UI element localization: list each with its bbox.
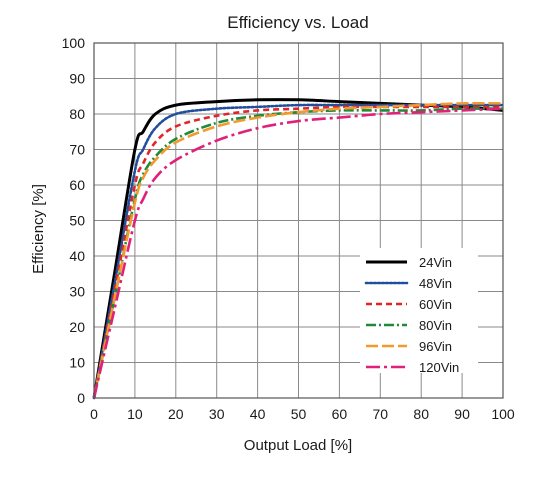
y-tick-label: 20 (69, 319, 85, 335)
x-axis-label: Output Load [%] (244, 437, 352, 454)
x-tick-label: 40 (250, 406, 266, 422)
chart-title: Efficiency vs. Load (227, 13, 368, 32)
y-tick-label: 100 (62, 35, 86, 51)
legend-label-48vin: 48Vin (419, 276, 452, 291)
series-line-120vin (92, 107, 504, 399)
y-axis-label: Efficiency [%] (30, 184, 47, 274)
x-tick-label: 80 (413, 406, 429, 422)
x-tick-label: 20 (168, 406, 184, 422)
x-tick-label: 10 (127, 406, 143, 422)
x-tick-label: 100 (491, 406, 515, 422)
legend-label-24vin: 24Vin (419, 255, 452, 270)
y-tick-label: 70 (69, 142, 85, 158)
x-tick-label: 30 (209, 406, 225, 422)
x-tick-label: 60 (332, 406, 348, 422)
x-tick-label: 70 (373, 406, 389, 422)
y-tick-label: 0 (77, 390, 85, 406)
legend: 24Vin 48Vin 60Vin 80Vin 96Vin 120Vin (360, 248, 478, 375)
legend-label-120vin: 120Vin (419, 360, 459, 375)
series-line-96vin (92, 101, 504, 399)
legend-label-80vin: 80Vin (419, 318, 452, 333)
y-tick-label: 40 (69, 248, 85, 264)
x-tick-label: 90 (454, 406, 470, 422)
legend-label-60vin: 60Vin (419, 297, 452, 312)
y-tick-label: 90 (69, 71, 85, 87)
x-tick-label: 50 (291, 406, 307, 422)
y-tick-label: 60 (69, 177, 85, 193)
y-tick-label: 80 (69, 106, 85, 122)
y-tick-label: 50 (69, 213, 85, 229)
legend-label-96vin: 96Vin (419, 339, 452, 354)
x-tick-label: 0 (90, 406, 98, 422)
y-tick-label: 10 (69, 355, 85, 371)
axis-layer: 0 10 20 30 40 50 60 70 80 90 100 0 10 20 30 40 50 60 70 80 9… (62, 35, 515, 422)
plot-frame (93, 42, 504, 399)
y-tick-label: 30 (69, 284, 85, 300)
series-layer (92, 98, 505, 400)
legend-background (360, 248, 478, 373)
